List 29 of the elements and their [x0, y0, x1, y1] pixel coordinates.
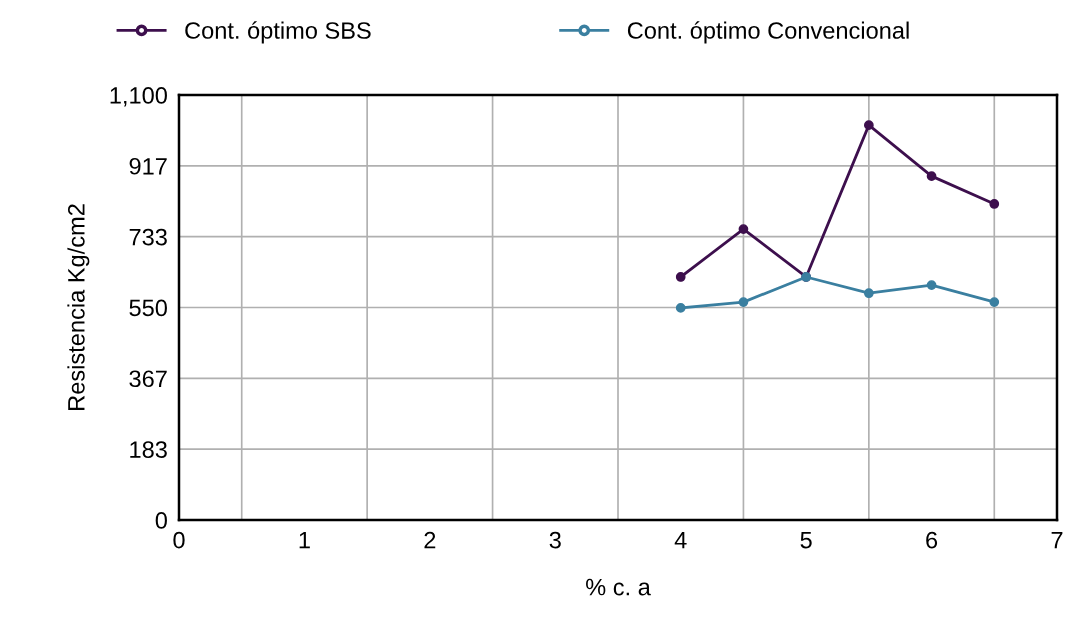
y-tick-label: 367: [129, 370, 167, 388]
x-axis-title: % c. a: [586, 578, 651, 596]
point: [863, 288, 874, 299]
x-tick-label: 3: [549, 531, 561, 549]
x-tick-label: 0: [173, 531, 185, 549]
x-tick-label: 5: [800, 531, 812, 549]
point: [738, 297, 749, 307]
x-tick-label: 6: [926, 531, 938, 549]
x-tick-label: 4: [674, 531, 687, 549]
x-tick-label: 7: [1051, 531, 1063, 549]
point: [989, 199, 1000, 209]
point: [738, 224, 749, 234]
legend-label: Cont. óptimo Convencional: [627, 21, 909, 44]
y-tick-label: 733: [129, 228, 167, 246]
point: [675, 272, 686, 282]
point: [989, 297, 1000, 307]
y-tick-label: 0: [155, 512, 167, 529]
point: [926, 280, 937, 290]
y-tick-label: 550: [129, 299, 167, 317]
point: [863, 120, 874, 130]
y-axis-title: Resistencia Kg/cm2: [67, 204, 90, 410]
y-tick-label: 1,100: [110, 87, 167, 107]
x-tick-label: 1: [299, 531, 310, 549]
point: [926, 171, 937, 181]
legend-label: Cont. óptimo SBS: [185, 21, 371, 44]
y-tick-label: 917: [129, 157, 167, 175]
x-tick-label: 2: [424, 531, 436, 549]
point: [675, 303, 686, 313]
y-tick-label: 183: [130, 441, 167, 458]
